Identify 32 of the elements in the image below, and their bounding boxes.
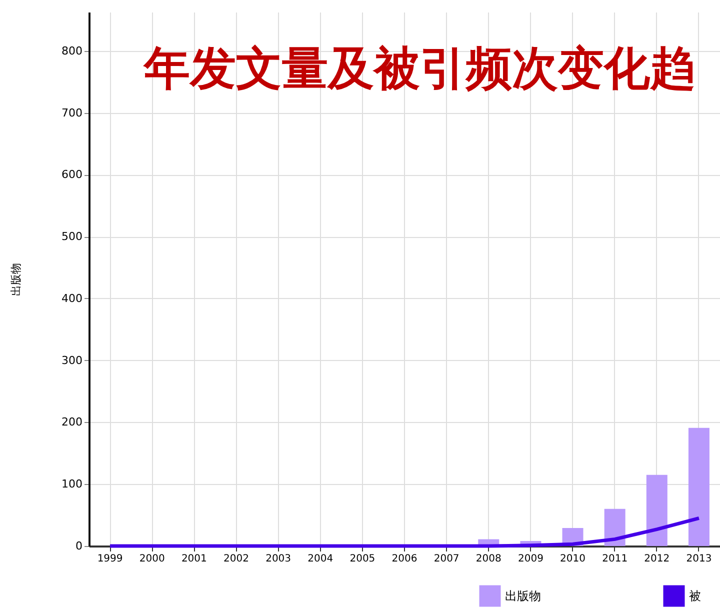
y-tick-label: 500 [62, 230, 82, 244]
x-tick-label: 2010 [560, 554, 586, 564]
x-tick-label: 2003 [266, 554, 292, 564]
x-tick-label: 2006 [392, 554, 418, 564]
bar [646, 474, 668, 546]
y-tick-label: 300 [62, 354, 82, 367]
y-tick-label: 700 [62, 106, 82, 120]
y-tick-label: 600 [62, 168, 82, 182]
y-tick-label: 0 [76, 540, 82, 552]
x-tick-label: 1999 [97, 554, 123, 564]
legend-label: 被 [689, 589, 701, 603]
x-tick-label: 2000 [139, 554, 165, 564]
x-tick-label: 2007 [434, 554, 460, 564]
x-tick-label: 2002 [224, 554, 249, 564]
y-axis-title: 出版物 [10, 263, 23, 296]
x-tick-label: 2013 [686, 554, 712, 564]
x-tick-label: 2005 [350, 554, 376, 564]
bar [688, 428, 710, 546]
x-tick-label: 2012 [644, 554, 670, 564]
y-tick-label: 400 [62, 292, 82, 305]
legend-label: 出版物 [505, 589, 541, 603]
x-tick-label: 2008 [476, 554, 502, 564]
y-tick-label: 200 [62, 416, 82, 429]
x-tick-label: 2011 [602, 554, 628, 564]
y-tick-label: 100 [62, 478, 82, 491]
bar [604, 508, 626, 546]
x-tick-label: 2004 [308, 554, 334, 564]
x-tick-label: 2001 [181, 554, 207, 564]
line-series [108, 516, 701, 548]
text: 年发文量及被引频次变化趋 [142, 41, 696, 95]
x-tick-label: 2009 [518, 554, 544, 564]
y-tick-label: 800 [62, 44, 82, 58]
